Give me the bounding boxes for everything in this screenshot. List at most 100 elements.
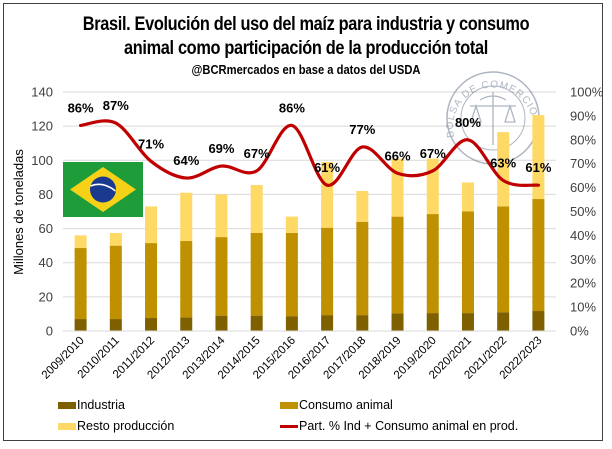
bar-consumo-animal	[497, 206, 510, 313]
y-tick-label: 0	[46, 324, 53, 339]
y-tick-label: 60	[39, 221, 53, 236]
y2-tick-label: 30%	[570, 252, 596, 267]
bar-industria	[391, 313, 404, 331]
y2-tick-label: 70%	[570, 156, 596, 171]
legend-label-consumo-animal: Consumo animal	[299, 398, 393, 412]
legend-label-participacion: Part. % Ind + Consumo animal en prod.	[299, 419, 519, 433]
bar-consumo-animal	[215, 237, 228, 316]
bar-industria	[145, 318, 158, 331]
caduceus-scales-icon	[470, 92, 516, 145]
legend-label-industria: Industria	[77, 398, 125, 412]
data-label: 63%	[490, 155, 516, 170]
y-tick-label: 100	[31, 153, 53, 168]
legend-label-resto-produccion: Resto producción	[77, 419, 175, 433]
share-line-layer	[79, 119, 540, 187]
bar-consumo-animal	[356, 221, 369, 316]
data-label: 67%	[420, 146, 446, 161]
bar-consumo-animal	[285, 232, 298, 317]
y2-tick-label: 100%	[570, 85, 604, 100]
bar-consumo-animal	[180, 241, 193, 318]
data-label: 61%	[314, 160, 340, 175]
brazil-flag-icon	[63, 162, 143, 217]
y-axis-title: Millones de toneladas	[11, 149, 26, 275]
bar-resto-produccion	[497, 132, 510, 207]
bar-consumo-animal	[426, 214, 439, 314]
data-label: 67%	[244, 146, 270, 161]
bar-resto-produccion	[215, 194, 228, 238]
bar-resto-produccion	[285, 216, 298, 233]
y2-tick-label: 40%	[570, 228, 596, 243]
y2-tick-label: 80%	[570, 132, 596, 147]
bar-resto-produccion	[356, 191, 369, 222]
bar-industria	[285, 316, 298, 331]
data-label: 61%	[525, 160, 551, 175]
y2-tick-label: 60%	[570, 180, 596, 195]
legend-item-participacion: Part. % Ind + Consumo animal en prod.	[280, 419, 518, 433]
chart-subtitle: @BCRmercados en base a datos del USDA	[191, 62, 421, 77]
legend-swatch-participacion	[280, 424, 298, 428]
y-tick-label: 20	[39, 289, 53, 304]
bar-industria	[215, 315, 228, 331]
data-label: 66%	[385, 148, 411, 163]
y2-tick-label: 50%	[570, 204, 596, 219]
x-axis: 2009/20102010/20112011/20122012/20132013…	[40, 330, 556, 382]
y2-tick-label: 0%	[570, 324, 589, 339]
bar-consumo-animal	[250, 233, 263, 316]
bar-industria	[250, 315, 263, 331]
y-tick-label: 140	[31, 85, 53, 100]
data-labels-layer: 86% 87% 71% 64% 69% 67% 86% 61% 77% 66% 67% 80% 63% 6…	[68, 98, 552, 175]
data-label: 64%	[173, 153, 199, 168]
bar-consumo-animal	[391, 216, 404, 314]
data-label: 86%	[68, 100, 94, 115]
bar-consumo-animal	[74, 248, 87, 320]
chart-title-line2: animal como participación de la producci…	[124, 38, 488, 59]
y-axis-right: 0% 10% 20% 30% 40% 50% 60% 70% 80% 90% 100%	[570, 85, 604, 339]
bar-resto-produccion	[391, 158, 404, 217]
data-label: 80%	[455, 115, 481, 130]
bar-resto-produccion	[180, 192, 193, 242]
legend-swatch-resto-produccion	[58, 422, 76, 430]
y-axis-left: 0 20 40 60 80 100 120 140	[31, 85, 53, 339]
bar-industria	[497, 312, 510, 331]
bar-consumo-animal	[461, 211, 474, 314]
data-label: 71%	[138, 136, 164, 151]
bar-consumo-animal	[321, 227, 334, 316]
bar-resto-produccion	[109, 233, 122, 246]
bar-industria	[109, 319, 122, 331]
share-line	[79, 119, 540, 187]
y2-tick-label: 20%	[570, 276, 596, 291]
bar-consumo-animal	[145, 243, 158, 319]
bar-resto-produccion	[461, 182, 474, 212]
legend-swatch-industria	[58, 401, 76, 409]
bar-resto-produccion	[74, 235, 87, 249]
legend-swatch-consumo-animal	[280, 401, 298, 409]
bar-industria	[321, 315, 334, 331]
legend-item-consumo-animal: Consumo animal	[280, 398, 393, 412]
y-tick-label: 80	[39, 187, 53, 202]
data-label: 69%	[208, 141, 234, 156]
bar-resto-produccion	[321, 161, 334, 228]
bar-resto-produccion	[145, 206, 158, 244]
bcr-seal-watermark: BOLSA DE COMERCIO DE ROSARIO	[0, 0, 540, 165]
chart-title-line1: Brasil. Evolución del uso del maíz para …	[82, 14, 530, 35]
bar-resto-produccion	[532, 115, 545, 200]
bar-industria	[532, 311, 545, 331]
bar-industria	[356, 315, 369, 331]
bar-consumo-animal	[109, 245, 122, 320]
bar-resto-produccion	[250, 185, 263, 234]
bar-industria	[180, 317, 193, 331]
seal-inner-ring	[460, 85, 526, 151]
legend-item-resto-produccion: Resto producción	[58, 419, 174, 433]
y-tick-label: 120	[31, 119, 53, 134]
bar-industria	[74, 319, 87, 331]
legend-item-industria: Industria	[58, 398, 125, 412]
bar-industria	[461, 313, 474, 331]
y2-tick-label: 90%	[570, 108, 596, 123]
data-label: 77%	[349, 122, 375, 137]
data-label: 86%	[279, 100, 305, 115]
bar-consumo-animal	[532, 199, 545, 312]
y2-tick-label: 10%	[570, 300, 596, 315]
bars-layer	[74, 115, 545, 331]
y-tick-label: 40	[39, 255, 53, 270]
